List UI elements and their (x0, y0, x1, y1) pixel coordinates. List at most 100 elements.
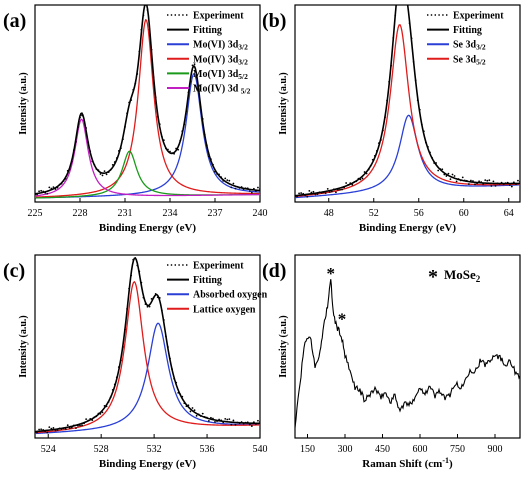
experiment-point (72, 424, 75, 427)
experiment-point (478, 180, 480, 183)
experiment-point (79, 116, 81, 119)
experiment-point (72, 149, 75, 152)
experiment-point (195, 414, 198, 417)
experiment-point (500, 181, 503, 184)
plot-frame (294, 4, 521, 203)
experiment-point (167, 148, 169, 151)
experiment-point (183, 123, 186, 126)
peak-marker-2: * (338, 310, 347, 329)
experiment-point (259, 187, 260, 190)
experiment-point (146, 305, 149, 308)
experiment-point (117, 366, 120, 368)
experiment-point (175, 381, 178, 384)
legend-entry-sub: 5/2 (238, 72, 248, 81)
experiment-point (416, 99, 419, 102)
x-tick-label: 48 (324, 208, 334, 219)
experiment-point (158, 123, 161, 126)
experiment-point (191, 407, 194, 409)
experiment-point (467, 183, 470, 185)
x-tick-label: 52 (369, 208, 379, 219)
legend-entry: Experiment (193, 11, 244, 22)
experiment-point (222, 179, 225, 182)
x-tick-label: 532 (147, 444, 162, 455)
experiment-point (212, 163, 214, 166)
x-tick-label: 600 (413, 444, 428, 455)
series-line-fitting (35, 5, 260, 195)
experiment-point (427, 145, 429, 148)
experiment-point (494, 184, 497, 187)
experiment-point (56, 429, 59, 432)
legend-entry-main: Se 3d (453, 40, 477, 51)
experiment-point (324, 192, 327, 195)
x-tick-label: 56 (414, 208, 424, 219)
legend-entry: Se 3d3/2 (453, 40, 486, 52)
experiment-point (40, 189, 43, 192)
experiment-point (388, 80, 390, 83)
peak-marker-1: * (327, 264, 336, 283)
experiment-point (449, 178, 452, 181)
experiment-point (201, 118, 204, 120)
experiment-point (349, 182, 352, 185)
y-axis-label: Intensity (a.u.) (278, 315, 289, 378)
experiment-point (109, 396, 112, 398)
series-line-se-3d3-2 (295, 114, 520, 199)
experiment-point (81, 424, 83, 427)
experiment-point (244, 421, 247, 424)
experiment-point (226, 418, 229, 421)
experiment-point (56, 186, 59, 189)
experiment-point (154, 96, 157, 99)
experiment-point (134, 82, 137, 85)
experiment-point (250, 425, 253, 427)
experiment-point (156, 115, 159, 118)
experiment-point (488, 179, 491, 182)
experiment-point (40, 428, 43, 431)
experiment-point (68, 168, 71, 170)
experiment-point (210, 416, 212, 419)
experiment-point (298, 192, 300, 195)
experiment-point (97, 169, 100, 172)
panel-d: 150 300 450 600 750 900 (d) Intensity (a.u.) Ram… (262, 254, 521, 470)
x-tick-label: 750 (450, 444, 465, 455)
experiment-point (420, 123, 423, 126)
experiment-point (46, 192, 49, 195)
experiment-point (50, 427, 53, 430)
experiment-point (87, 419, 90, 422)
x-tick-label: 150 (300, 444, 315, 455)
y-axis-label: Intensity (a.u.) (278, 72, 289, 135)
experiment-point (70, 426, 73, 429)
experiment-point (250, 191, 253, 194)
series-line-mo-iv-3d3-2 (35, 19, 260, 198)
experiment-point (220, 176, 223, 179)
plot-frame (294, 254, 521, 439)
experiment-point (183, 402, 186, 405)
experiment-point (165, 335, 167, 338)
experiment-point (189, 410, 192, 413)
experiment-point (115, 376, 118, 379)
legend-entry: Mo(IV) 3d 5/2 (193, 84, 251, 96)
experiment-point (347, 183, 350, 186)
experiment-point (425, 141, 427, 144)
experiment-point (414, 79, 417, 82)
legend-entry-main: MoSe (444, 267, 476, 282)
experiment-point (476, 182, 478, 185)
experiment-point (107, 400, 110, 403)
experiment-point (242, 422, 245, 425)
experiment-point (335, 191, 337, 194)
experiment-point (369, 164, 372, 167)
experiment-point (154, 293, 157, 295)
experiment-point (361, 177, 364, 180)
experiment-point (35, 431, 36, 434)
experiment-point (304, 194, 307, 197)
experiment-point (504, 182, 507, 184)
x-tick-label: 240 (253, 208, 268, 219)
experiment-point (191, 64, 194, 67)
experiment-point (99, 413, 102, 415)
experiment-point (199, 415, 202, 417)
experiment-point (431, 156, 433, 159)
experiment-point (232, 419, 235, 422)
experiment-point (105, 405, 108, 408)
experiment-point (205, 416, 208, 419)
experiment-point (66, 424, 69, 427)
experiment-point (83, 422, 85, 425)
